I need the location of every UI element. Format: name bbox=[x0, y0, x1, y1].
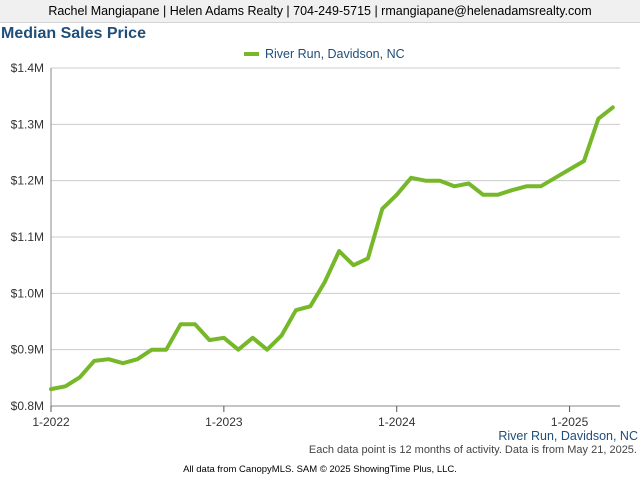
contact-header: Rachel Mangiapane | Helen Adams Realty |… bbox=[0, 0, 640, 23]
contact-line: Rachel Mangiapane | Helen Adams Realty |… bbox=[48, 4, 592, 18]
data-footnote: Each data point is 12 months of activity… bbox=[308, 444, 637, 456]
x-tick-label: 1-2023 bbox=[205, 415, 243, 429]
y-tick-label: $1.2M bbox=[11, 174, 44, 188]
y-tick-label: $1.4M bbox=[11, 61, 44, 75]
x-tick-label: 1-2024 bbox=[378, 415, 416, 429]
y-tick-label: $1.1M bbox=[11, 230, 44, 244]
x-tick-label: 1-2025 bbox=[551, 415, 589, 429]
x-tick-label: 1-2022 bbox=[32, 415, 70, 429]
y-tick-label: $1.0M bbox=[11, 286, 44, 300]
data-credit: All data from CanopyMLS. SAM © 2025 Show… bbox=[183, 464, 457, 475]
area-label: River Run, Davidson, NC bbox=[498, 429, 638, 443]
y-tick-label: $0.9M bbox=[11, 343, 44, 357]
y-tick-label: $0.8M bbox=[11, 399, 44, 413]
series-line-river-run bbox=[49, 105, 615, 392]
y-tick-label: $1.3M bbox=[11, 117, 44, 131]
legend-label: River Run, Davidson, NC bbox=[265, 47, 405, 61]
chart-title: Median Sales Price bbox=[1, 25, 146, 42]
